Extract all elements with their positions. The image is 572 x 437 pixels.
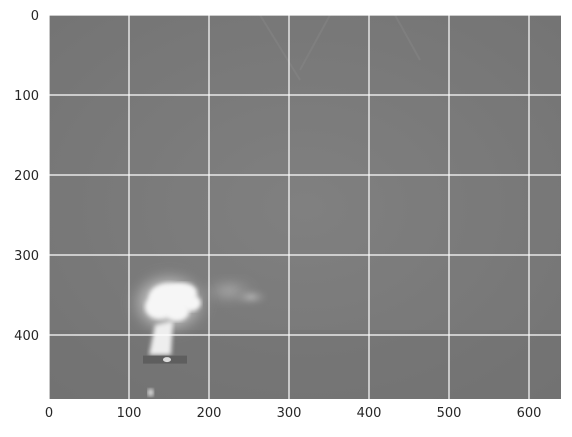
- smoke-wisp-tail: [233, 288, 269, 306]
- ember-dot: [147, 388, 154, 397]
- x-tick-label: 400: [357, 406, 382, 421]
- scene: [127, 269, 269, 397]
- background-texture: [259, 15, 421, 81]
- y-tick-label: 0: [31, 9, 39, 24]
- base-highlight: [163, 357, 171, 363]
- x-tick-label: 500: [437, 406, 462, 421]
- plume-stem: [149, 321, 173, 355]
- y-tick-label: 200: [14, 169, 39, 184]
- floor-shadow: [49, 330, 561, 399]
- y-tick-label: 400: [14, 329, 39, 344]
- grid: [49, 15, 561, 399]
- x-axis: 0 100 200 300 400 500 600: [45, 406, 542, 421]
- x-tick-label: 200: [197, 406, 222, 421]
- x-tick-label: 100: [117, 406, 142, 421]
- plume-puff: [181, 295, 201, 311]
- x-tick-label: 300: [277, 406, 302, 421]
- y-tick-label: 300: [14, 249, 39, 264]
- y-axis: 0 100 200 300 400: [14, 9, 39, 344]
- x-tick-label: 0: [45, 406, 53, 421]
- x-tick-label: 600: [517, 406, 542, 421]
- image-area: [49, 15, 561, 399]
- y-tick-label: 100: [14, 89, 39, 104]
